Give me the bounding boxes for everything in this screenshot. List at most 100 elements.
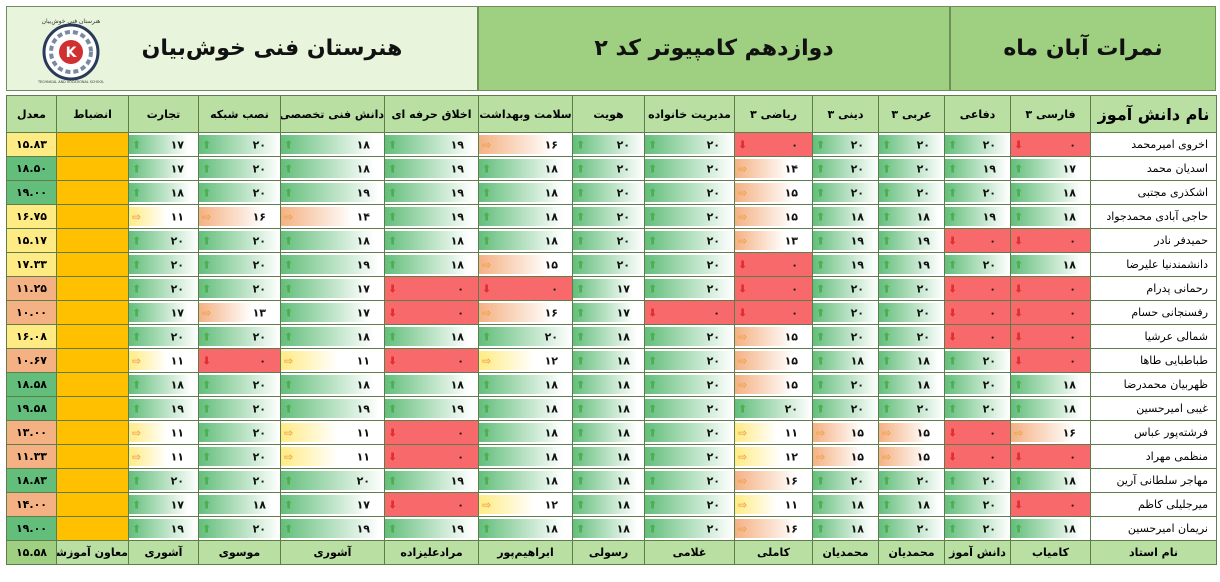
grade-cell-persian[interactable]: ⬆ ۱۸ — [1011, 205, 1091, 229]
grade-cell-arabic[interactable]: ⇨ ۱۵ — [879, 421, 945, 445]
grade-cell-network[interactable]: ⬆ ۱۸ — [199, 493, 281, 517]
grade-cell-persian[interactable]: ⬆ ۱۸ — [1011, 181, 1091, 205]
student-name[interactable]: رحمانی پدرام — [1091, 277, 1217, 301]
grade-cell-arabic[interactable]: ⬆ ۱۸ — [879, 205, 945, 229]
grade-cell-health[interactable]: ⬆ ۱۸ — [479, 205, 573, 229]
grade-cell-ethics[interactable]: ⬆ ۱۹ — [385, 469, 479, 493]
grade-cell-religion[interactable]: ⬆ ۲۰ — [813, 301, 879, 325]
grade-cell-defense[interactable]: ⬆ ۲۰ — [945, 517, 1011, 541]
grade-cell-religion[interactable]: ⬆ ۲۰ — [813, 181, 879, 205]
grade-cell-defense[interactable]: ⬆ ۲۰ — [945, 253, 1011, 277]
teacher-network[interactable]: موسوی — [199, 541, 281, 565]
grade-cell-commerce[interactable]: ⬆ ۱۸ — [129, 181, 199, 205]
grade-cell-commerce[interactable]: ⬆ ۲۰ — [129, 469, 199, 493]
grade-cell-religion[interactable]: ⬆ ۱۹ — [813, 229, 879, 253]
average-cell[interactable]: ۱۹.۰۰ — [7, 181, 57, 205]
header-network[interactable]: نصب شبکه — [199, 96, 281, 133]
grade-cell-technical[interactable]: ⇨ ۱۱ — [281, 445, 385, 469]
grade-cell-ethics[interactable]: ⬆ ۱۹ — [385, 517, 479, 541]
grade-cell-defense[interactable]: ⬇ ۰ — [945, 421, 1011, 445]
grade-cell-ethics[interactable]: ⬆ ۱۹ — [385, 181, 479, 205]
grade-cell-network[interactable]: ⬆ ۲۰ — [199, 181, 281, 205]
discipline-cell[interactable] — [57, 493, 129, 517]
grade-cell-persian[interactable]: ⬇ ۰ — [1011, 493, 1091, 517]
grade-cell-persian[interactable]: ⬇ ۰ — [1011, 445, 1091, 469]
grade-cell-persian[interactable]: ⬆ ۱۸ — [1011, 469, 1091, 493]
discipline-cell[interactable] — [57, 397, 129, 421]
teacher-technical[interactable]: آشوری — [281, 541, 385, 565]
grade-cell-math[interactable]: ⇨ ۱۴ — [735, 157, 813, 181]
average-cell[interactable]: ۱۰.۶۷ — [7, 349, 57, 373]
student-name[interactable]: غیبی امیرحسین — [1091, 397, 1217, 421]
average-cell[interactable]: ۱۴.۰۰ — [7, 493, 57, 517]
grade-cell-technical[interactable]: ⇨ ۱۱ — [281, 349, 385, 373]
grade-cell-defense[interactable]: ⬆ ۲۰ — [945, 349, 1011, 373]
grade-cell-commerce[interactable]: ⬆ ۱۸ — [129, 373, 199, 397]
grade-cell-network[interactable]: ⬆ ۲۰ — [199, 157, 281, 181]
grade-cell-family[interactable]: ⬆ ۲۰ — [645, 325, 735, 349]
grade-cell-math[interactable]: ⬇ ۰ — [735, 277, 813, 301]
header-commerce[interactable]: تجارت — [129, 96, 199, 133]
grade-cell-math[interactable]: ⇨ ۱۵ — [735, 325, 813, 349]
grade-cell-family[interactable]: ⬆ ۲۰ — [645, 445, 735, 469]
grade-cell-ethics[interactable]: ⬆ ۱۸ — [385, 325, 479, 349]
average-cell[interactable]: ۱۸.۵۸ — [7, 373, 57, 397]
grade-cell-technical[interactable]: ⬆ ۱۸ — [281, 133, 385, 157]
grade-cell-math[interactable]: ⇨ ۱۱ — [735, 493, 813, 517]
grade-cell-ethics[interactable]: ⬆ ۱۹ — [385, 397, 479, 421]
grade-cell-family[interactable]: ⬆ ۲۰ — [645, 181, 735, 205]
grade-cell-math[interactable]: ⬇ ۰ — [735, 133, 813, 157]
grade-cell-network[interactable]: ⬆ ۲۰ — [199, 469, 281, 493]
average-cell[interactable]: ۱۵.۸۳ — [7, 133, 57, 157]
average-cell[interactable]: ۱۹.۵۸ — [7, 397, 57, 421]
discipline-cell[interactable] — [57, 277, 129, 301]
grade-cell-defense[interactable]: ⬇ ۰ — [945, 229, 1011, 253]
grade-cell-religion[interactable]: ⬆ ۲۰ — [813, 157, 879, 181]
grade-cell-network[interactable]: ⬆ ۲۰ — [199, 253, 281, 277]
grade-cell-math[interactable]: ⬇ ۰ — [735, 253, 813, 277]
grade-cell-identity[interactable]: ⬆ ۱۸ — [573, 373, 645, 397]
grade-cell-family[interactable]: ⬆ ۲۰ — [645, 469, 735, 493]
student-name[interactable]: طباطبایی طاها — [1091, 349, 1217, 373]
student-name[interactable]: شمالی عرشیا — [1091, 325, 1217, 349]
grade-cell-network[interactable]: ⬆ ۲۰ — [199, 277, 281, 301]
grade-cell-network[interactable]: ⬆ ۲۰ — [199, 133, 281, 157]
grade-cell-defense[interactable]: ⬆ ۲۰ — [945, 469, 1011, 493]
grade-cell-arabic[interactable]: ⬆ ۲۰ — [879, 157, 945, 181]
student-name[interactable]: میرجلیلی کاظم — [1091, 493, 1217, 517]
discipline-cell[interactable] — [57, 445, 129, 469]
grade-cell-persian[interactable]: ⬆ ۱۸ — [1011, 517, 1091, 541]
grade-cell-defense[interactable]: ⬆ ۱۹ — [945, 205, 1011, 229]
grade-cell-defense[interactable]: ⬆ ۲۰ — [945, 181, 1011, 205]
grade-cell-identity[interactable]: ⬆ ۱۸ — [573, 517, 645, 541]
student-name[interactable]: رفسنجانی حسام — [1091, 301, 1217, 325]
grade-cell-health[interactable]: ⇨ ۱۶ — [479, 133, 573, 157]
header-identity[interactable]: هویت — [573, 96, 645, 133]
grade-cell-commerce[interactable]: ⬆ ۲۰ — [129, 277, 199, 301]
grade-cell-family[interactable]: ⬆ ۲۰ — [645, 253, 735, 277]
sheet-title-cell[interactable]: نمرات آبان ماه — [950, 6, 1216, 91]
grade-cell-defense[interactable]: ⬆ ۲۰ — [945, 373, 1011, 397]
grade-cell-arabic[interactable]: ⬆ ۲۰ — [879, 517, 945, 541]
grade-cell-persian[interactable]: ⬇ ۰ — [1011, 229, 1091, 253]
grade-cell-network[interactable]: ⬆ ۲۰ — [199, 421, 281, 445]
grade-cell-commerce[interactable]: ⬆ ۱۷ — [129, 493, 199, 517]
average-cell[interactable]: ۱۷.۳۳ — [7, 253, 57, 277]
grade-cell-technical[interactable]: ⬆ ۱۷ — [281, 493, 385, 517]
grade-cell-identity[interactable]: ⬆ ۱۸ — [573, 445, 645, 469]
grade-cell-defense[interactable]: ⬆ ۲۰ — [945, 493, 1011, 517]
teacher-commerce[interactable]: آشوری — [129, 541, 199, 565]
teacher-identity[interactable]: رسولی — [573, 541, 645, 565]
grade-cell-health[interactable]: ⬆ ۱۸ — [479, 397, 573, 421]
teacher-label[interactable]: نام استاد — [1091, 541, 1217, 565]
grade-cell-technical[interactable]: ⬆ ۱۷ — [281, 277, 385, 301]
grade-cell-math[interactable]: ⬇ ۰ — [735, 301, 813, 325]
grade-cell-ethics[interactable]: ⬇ ۰ — [385, 277, 479, 301]
grade-cell-math[interactable]: ⇨ ۱۵ — [735, 205, 813, 229]
class-name-cell[interactable]: دوازدهم کامپیوتر کد ۲ — [478, 6, 950, 91]
grade-cell-family[interactable]: ⬆ ۲۰ — [645, 373, 735, 397]
grade-cell-persian[interactable]: ⬆ ۱۸ — [1011, 253, 1091, 277]
student-name[interactable]: ظهربیان محمدرضا — [1091, 373, 1217, 397]
grade-cell-technical[interactable]: ⬆ ۱۸ — [281, 373, 385, 397]
grade-cell-defense[interactable]: ⬇ ۰ — [945, 445, 1011, 469]
